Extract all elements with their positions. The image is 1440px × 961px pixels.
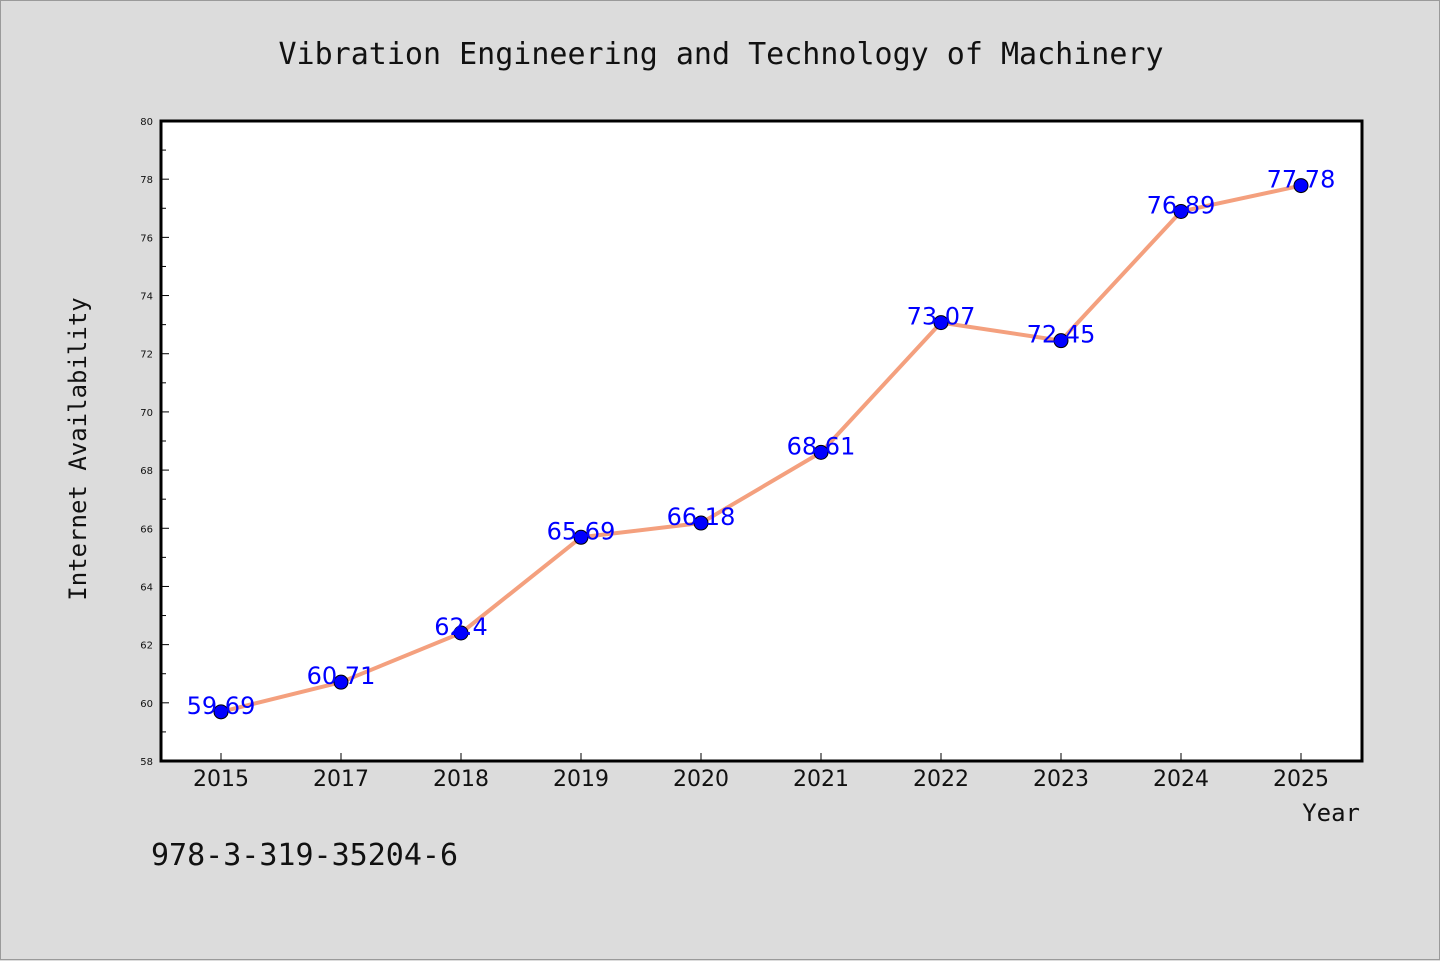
y-tick-label: 78 (140, 175, 153, 186)
y-axis-label: Internet Availability (64, 297, 92, 600)
x-axis-label: Year (1302, 799, 1360, 827)
x-tick-label: 2015 (193, 767, 249, 792)
data-label: 76.89 (1147, 191, 1216, 219)
data-point (573, 529, 589, 545)
data-point (693, 515, 709, 531)
y-axis-ticks: 58 60 62 64 66 68 70 72 74 76 78 80 (140, 117, 169, 768)
x-tick-label: 2021 (793, 767, 849, 792)
x-tick-label: 2024 (1153, 767, 1209, 792)
data-point (813, 444, 829, 460)
data-point (933, 315, 949, 331)
data-point (1173, 203, 1189, 219)
y-tick-label: 58 (140, 757, 153, 768)
y-tick-label: 74 (140, 292, 153, 303)
x-tick-label: 2019 (553, 767, 609, 792)
x-tick-label: 2017 (313, 767, 369, 792)
data-label: 77.78 (1267, 166, 1336, 194)
y-tick-label: 60 (140, 699, 153, 710)
data-label: 65.69 (547, 517, 616, 545)
y-tick-label: 62 (140, 641, 153, 652)
y-tick-label: 66 (140, 524, 153, 535)
data-series: 59.69 60.71 62.4 65.69 66.18 68.61 73.07 72.45 7… (187, 166, 1336, 720)
data-label: 60.71 (307, 662, 376, 690)
footer-isbn: 978-3-319-35204-6 (151, 838, 458, 873)
y-tick-label: 76 (140, 233, 153, 244)
y-tick-label: 70 (140, 408, 153, 419)
y-tick-label: 68 (140, 466, 153, 477)
x-axis-ticks: 2015 2017 2018 2019 2020 2021 2022 2023 2024 2025 (193, 753, 1329, 792)
x-tick-label: 2018 (433, 767, 489, 792)
x-tick-label: 2025 (1273, 767, 1329, 792)
data-point (453, 625, 469, 641)
data-label: 62.4 (434, 613, 487, 641)
data-label: 59.69 (187, 692, 256, 720)
data-point (1293, 178, 1309, 194)
x-tick-label: 2023 (1033, 767, 1089, 792)
plot-area (159, 119, 1364, 763)
y-tick-label: 80 (140, 117, 153, 128)
data-point (1053, 333, 1069, 349)
data-label: 68.61 (787, 432, 856, 460)
data-label: 72.45 (1027, 321, 1096, 349)
data-point (333, 674, 349, 690)
y-tick-label: 64 (140, 582, 153, 593)
data-point (213, 704, 229, 720)
chart-title: Vibration Engineering and Technology of … (278, 37, 1163, 72)
x-tick-label: 2020 (673, 767, 729, 792)
x-tick-label: 2022 (913, 767, 969, 792)
data-label: 73.07 (907, 303, 976, 331)
y-tick-label: 72 (140, 350, 153, 361)
data-label: 66.18 (667, 503, 736, 531)
series-line (220, 183, 1302, 714)
